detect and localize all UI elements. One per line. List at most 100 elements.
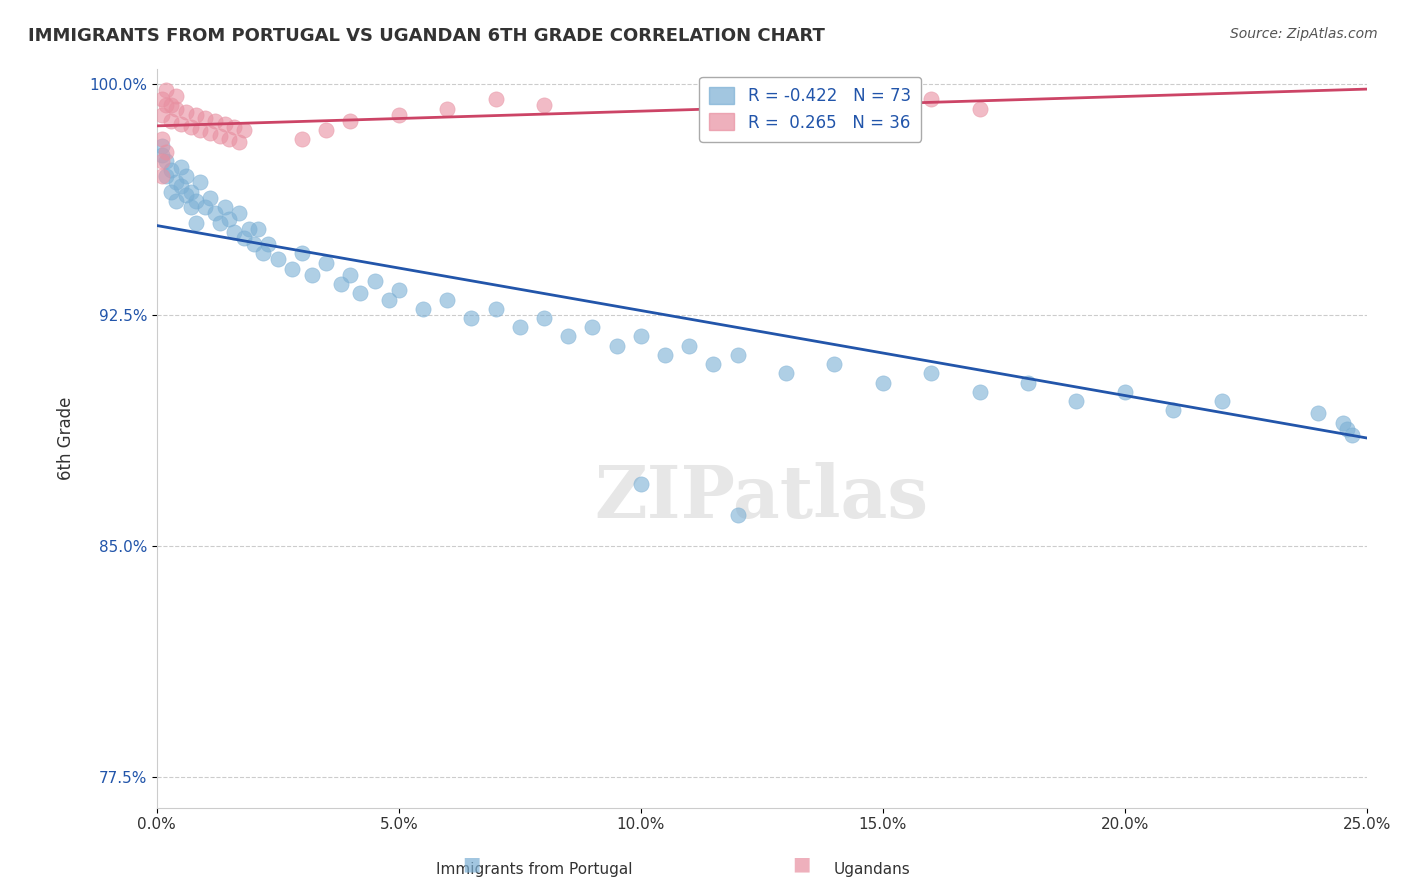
Point — [180, 120, 202, 134]
Point — [150, 169, 173, 184]
Point — [150, 147, 173, 161]
Point — [180, 200, 202, 214]
Point — [170, 160, 193, 174]
Point — [188, 176, 211, 190]
Point — [484, 301, 506, 316]
Point — [329, 277, 352, 292]
Point — [257, 237, 280, 252]
Point — [232, 123, 254, 137]
Point — [188, 123, 211, 137]
Point — [291, 132, 314, 146]
Point — [224, 225, 246, 239]
Point — [150, 132, 173, 146]
Point — [339, 268, 361, 282]
Point — [170, 117, 193, 131]
Point — [291, 246, 314, 260]
Point — [232, 231, 254, 245]
Point — [301, 268, 323, 282]
Point — [969, 384, 991, 399]
Point — [242, 237, 264, 252]
Point — [204, 206, 226, 220]
Point — [533, 310, 555, 325]
Point — [218, 132, 240, 146]
Text: IMMIGRANTS FROM PORTUGAL VS UGANDAN 6TH GRADE CORRELATION CHART: IMMIGRANTS FROM PORTUGAL VS UGANDAN 6TH … — [28, 27, 825, 45]
Point — [194, 200, 217, 214]
Point — [557, 329, 579, 343]
Point — [1308, 407, 1330, 421]
Point — [165, 102, 187, 116]
Point — [208, 129, 231, 144]
Point — [150, 92, 173, 106]
Point — [702, 357, 724, 371]
Point — [630, 329, 652, 343]
Point — [150, 153, 173, 168]
Point — [165, 194, 187, 208]
Point — [509, 320, 531, 334]
Point — [1331, 416, 1354, 430]
Point — [214, 200, 236, 214]
Point — [160, 98, 183, 112]
Point — [315, 255, 337, 269]
Point — [214, 117, 236, 131]
Point — [252, 246, 274, 260]
Point — [228, 136, 250, 150]
Point — [315, 123, 337, 137]
Point — [484, 92, 506, 106]
Point — [184, 194, 207, 208]
Point — [208, 215, 231, 229]
Y-axis label: 6th Grade: 6th Grade — [58, 396, 75, 480]
Text: Ugandans: Ugandans — [834, 863, 910, 877]
Point — [1066, 394, 1088, 409]
Point — [460, 310, 482, 325]
Point — [160, 185, 183, 199]
Point — [378, 293, 401, 307]
Point — [775, 367, 797, 381]
Text: ■: ■ — [792, 855, 811, 873]
Point — [388, 283, 411, 297]
Point — [155, 83, 177, 97]
Text: Immigrants from Portugal: Immigrants from Portugal — [436, 863, 633, 877]
Point — [339, 114, 361, 128]
Point — [727, 508, 749, 522]
Point — [872, 98, 894, 112]
Point — [184, 215, 207, 229]
Point — [165, 176, 187, 190]
Point — [238, 221, 260, 235]
Point — [920, 367, 942, 381]
Point — [969, 102, 991, 116]
Point — [412, 301, 434, 316]
Point — [436, 293, 458, 307]
Point — [920, 92, 942, 106]
Point — [155, 98, 177, 112]
Point — [165, 89, 187, 103]
Point — [155, 145, 177, 159]
Legend: R = -0.422   N = 73, R =  0.265   N = 36: R = -0.422 N = 73, R = 0.265 N = 36 — [699, 77, 921, 142]
Point — [228, 206, 250, 220]
Point — [727, 348, 749, 362]
Point — [363, 274, 385, 288]
Point — [174, 187, 197, 202]
Point — [823, 357, 845, 371]
Point — [198, 191, 221, 205]
Point — [1211, 394, 1233, 409]
Point — [349, 286, 371, 301]
Point — [224, 120, 246, 134]
Point — [198, 126, 221, 140]
Point — [630, 477, 652, 491]
Text: Source: ZipAtlas.com: Source: ZipAtlas.com — [1230, 27, 1378, 41]
Point — [174, 104, 197, 119]
Point — [1341, 428, 1364, 442]
Point — [155, 153, 177, 168]
Text: ■: ■ — [461, 855, 481, 873]
Point — [388, 108, 411, 122]
Point — [174, 169, 197, 184]
Point — [581, 320, 603, 334]
Text: ZIPatlas: ZIPatlas — [595, 462, 929, 533]
Point — [1114, 384, 1136, 399]
Point — [247, 221, 270, 235]
Point — [281, 261, 304, 276]
Point — [180, 185, 202, 199]
Point — [654, 348, 676, 362]
Point — [606, 339, 628, 353]
Point — [1017, 376, 1039, 390]
